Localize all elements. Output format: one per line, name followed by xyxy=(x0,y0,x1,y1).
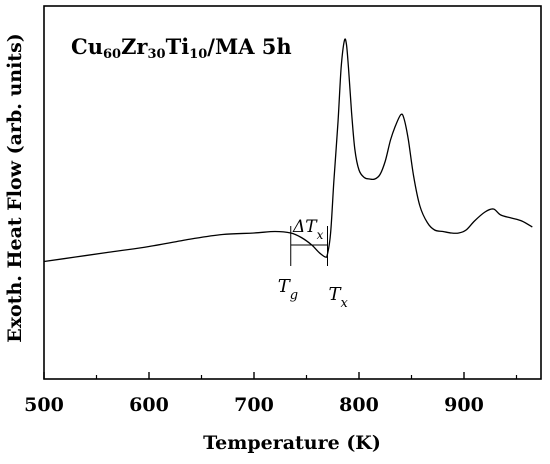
tg-label: Tg xyxy=(278,276,298,303)
delta-tx-label-subscript: x xyxy=(317,228,324,242)
chart-title: Cu60Zr30Ti10/MA 5h xyxy=(71,34,292,62)
title-subscript: 10 xyxy=(189,47,207,62)
title-segment: /MA 5h xyxy=(207,34,291,59)
x-axis-label: Temperature (K) xyxy=(203,432,381,454)
title-segment: Cu xyxy=(71,34,103,59)
heat-flow-curve xyxy=(43,38,533,263)
x-tick-label: 500 xyxy=(24,394,64,416)
y-axis-label: Exoth. Heat Flow (arb. units) xyxy=(4,33,26,343)
title-segment: Zr xyxy=(121,34,148,59)
title-subscript: 60 xyxy=(103,47,121,62)
title-segment: Ti xyxy=(166,34,190,59)
tx-label-subscript: x xyxy=(341,296,349,311)
plot-frame xyxy=(43,5,542,380)
tx-label: Tx xyxy=(329,284,349,311)
tx-label-symbol: T xyxy=(329,284,343,305)
tg-label-subscript: g xyxy=(290,288,298,303)
delta-tx-label: ΔTx xyxy=(292,217,324,242)
tg-label-symbol: T xyxy=(278,276,292,297)
x-tick-label: 800 xyxy=(339,394,379,416)
title-subscript: 30 xyxy=(147,47,165,62)
x-tick-label: 600 xyxy=(129,394,169,416)
x-tick-label: 700 xyxy=(234,394,274,416)
delta-tx-label-symbol: ΔT xyxy=(292,217,318,237)
x-tick-label: 900 xyxy=(444,394,484,416)
